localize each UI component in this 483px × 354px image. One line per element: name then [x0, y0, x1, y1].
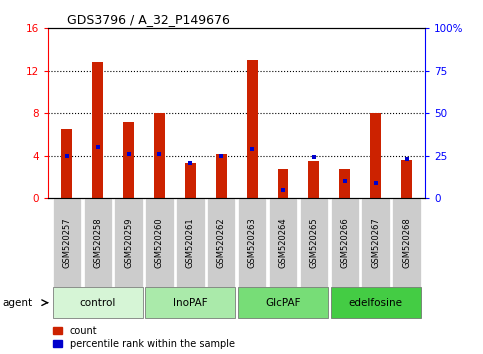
- Bar: [238, 287, 328, 318]
- Text: GSM520267: GSM520267: [371, 217, 380, 268]
- Bar: [154, 113, 165, 198]
- Bar: [392, 198, 421, 287]
- Text: GSM520262: GSM520262: [217, 217, 226, 268]
- Bar: [84, 198, 112, 287]
- Legend: count, percentile rank within the sample: count, percentile rank within the sample: [53, 326, 235, 349]
- Text: GlcPAF: GlcPAF: [265, 298, 301, 308]
- Bar: [145, 198, 174, 287]
- Bar: [247, 60, 257, 198]
- Text: GSM520259: GSM520259: [124, 217, 133, 268]
- Text: GSM520264: GSM520264: [279, 217, 287, 268]
- Text: edelfosine: edelfosine: [349, 298, 403, 308]
- Bar: [340, 169, 350, 198]
- Bar: [216, 154, 227, 198]
- Bar: [278, 169, 288, 198]
- Bar: [361, 198, 390, 287]
- Text: GDS3796 / A_32_P149676: GDS3796 / A_32_P149676: [67, 13, 230, 26]
- Text: GSM520265: GSM520265: [310, 217, 318, 268]
- Text: GSM520257: GSM520257: [62, 217, 71, 268]
- Text: GSM520258: GSM520258: [93, 217, 102, 268]
- Text: GSM520266: GSM520266: [340, 217, 349, 268]
- Bar: [53, 198, 81, 287]
- Bar: [299, 198, 328, 287]
- Text: GSM520263: GSM520263: [248, 217, 256, 268]
- Bar: [123, 122, 134, 198]
- Bar: [401, 160, 412, 198]
- Bar: [309, 161, 319, 198]
- Bar: [330, 198, 359, 287]
- Text: agent: agent: [2, 298, 32, 308]
- Bar: [330, 287, 421, 318]
- Bar: [61, 129, 72, 198]
- Text: GSM520260: GSM520260: [155, 217, 164, 268]
- Bar: [238, 198, 266, 287]
- Bar: [145, 287, 235, 318]
- Text: InoPAF: InoPAF: [173, 298, 208, 308]
- Bar: [53, 287, 143, 318]
- Bar: [114, 198, 143, 287]
- Text: control: control: [80, 298, 116, 308]
- Bar: [176, 198, 205, 287]
- Bar: [207, 198, 235, 287]
- Bar: [370, 113, 381, 198]
- Text: GSM520268: GSM520268: [402, 217, 411, 268]
- Bar: [269, 198, 297, 287]
- Bar: [92, 62, 103, 198]
- Bar: [185, 163, 196, 198]
- Text: GSM520261: GSM520261: [186, 217, 195, 268]
